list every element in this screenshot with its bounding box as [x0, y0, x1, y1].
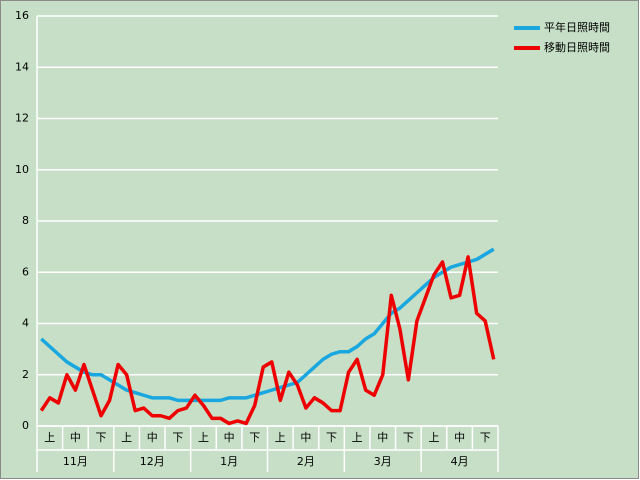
x-tick-label: 下 — [172, 431, 183, 444]
y-tick-label: 4 — [22, 317, 29, 330]
legend-label: 平年日照時間 — [544, 20, 610, 34]
y-tick-label: 10 — [15, 163, 29, 176]
y-tick-label: 2 — [22, 368, 29, 381]
y-tick-label: 16 — [15, 9, 29, 22]
x-tick-label: 下 — [480, 431, 491, 444]
x-tick-label: 下 — [96, 431, 107, 444]
x-tick-label: 上 — [275, 431, 286, 444]
x-tick-label: 中 — [300, 431, 311, 444]
x-tick-label: 中 — [454, 431, 465, 444]
x-tick-label: 上 — [352, 431, 363, 444]
series-line — [40, 247, 495, 403]
x-tick-label: 上 — [428, 431, 439, 444]
y-tick-label: 8 — [22, 214, 29, 227]
y-tick-label: 12 — [15, 112, 29, 125]
x-tick-label: 下 — [326, 431, 337, 444]
month-label: 2月 — [297, 455, 315, 468]
y-tick-label: 6 — [22, 265, 29, 278]
x-tick-label: 中 — [147, 431, 158, 444]
x-tick-label: 上 — [44, 431, 55, 444]
month-label: 3月 — [374, 455, 392, 468]
x-tick-label: 下 — [403, 431, 414, 444]
series-line — [39, 255, 496, 426]
month-label: 11月 — [63, 455, 88, 468]
x-tick-label: 上 — [121, 431, 132, 444]
x-tick-label: 上 — [198, 431, 209, 444]
month-label: 12月 — [140, 455, 165, 468]
x-tick-label: 下 — [249, 431, 260, 444]
month-label: 1月 — [220, 455, 238, 468]
month-label: 4月 — [451, 455, 469, 468]
y-tick-label: 0 — [22, 419, 29, 432]
legend-label: 移動日照時間 — [544, 40, 610, 54]
y-tick-label: 14 — [15, 60, 29, 73]
x-tick-label: 中 — [70, 431, 81, 444]
x-tick-label: 中 — [224, 431, 235, 444]
x-tick-label: 中 — [377, 431, 388, 444]
